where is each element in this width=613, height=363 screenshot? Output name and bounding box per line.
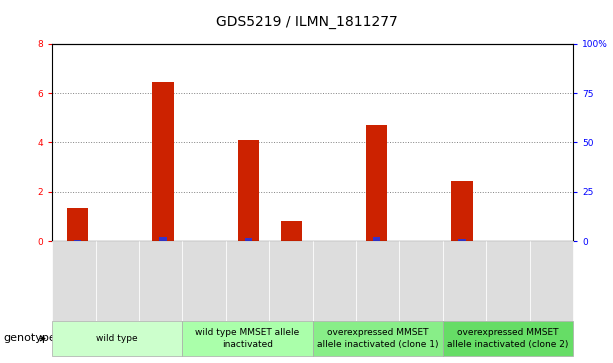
Text: genotype/variation: genotype/variation bbox=[3, 334, 109, 343]
Text: overexpressed MMSET
allele inactivated (clone 1): overexpressed MMSET allele inactivated (… bbox=[317, 329, 438, 348]
Text: overexpressed MMSET
allele inactivated (clone 2): overexpressed MMSET allele inactivated (… bbox=[447, 329, 569, 348]
Text: GSM1395244: GSM1395244 bbox=[458, 245, 466, 306]
Bar bbox=[245, 238, 253, 241]
Text: GSM1395245: GSM1395245 bbox=[500, 245, 509, 306]
Bar bbox=[366, 125, 387, 241]
Bar bbox=[281, 221, 302, 241]
Text: GSM1395242: GSM1395242 bbox=[372, 245, 381, 306]
Text: GSM1395235: GSM1395235 bbox=[73, 245, 82, 306]
Text: GSM1395246: GSM1395246 bbox=[543, 245, 552, 306]
Text: wild type MMSET allele
inactivated: wild type MMSET allele inactivated bbox=[196, 329, 300, 348]
Bar bbox=[459, 239, 466, 241]
Text: wild type: wild type bbox=[96, 334, 138, 343]
Bar bbox=[74, 240, 82, 241]
Bar bbox=[159, 237, 167, 241]
Bar bbox=[67, 208, 88, 241]
Text: GSM1395243: GSM1395243 bbox=[415, 245, 424, 306]
Text: GDS5219 / ILMN_1811277: GDS5219 / ILMN_1811277 bbox=[216, 15, 397, 29]
Text: GSM1395239: GSM1395239 bbox=[244, 245, 253, 306]
Text: GSM1395238: GSM1395238 bbox=[201, 245, 210, 306]
Bar bbox=[238, 140, 259, 241]
Text: GSM1395240: GSM1395240 bbox=[287, 245, 296, 306]
Text: GSM1395236: GSM1395236 bbox=[116, 245, 125, 306]
Bar bbox=[451, 181, 473, 241]
Bar bbox=[153, 82, 174, 241]
Bar bbox=[373, 237, 381, 241]
Text: GSM1395237: GSM1395237 bbox=[159, 245, 167, 306]
Text: GSM1395241: GSM1395241 bbox=[329, 245, 338, 306]
